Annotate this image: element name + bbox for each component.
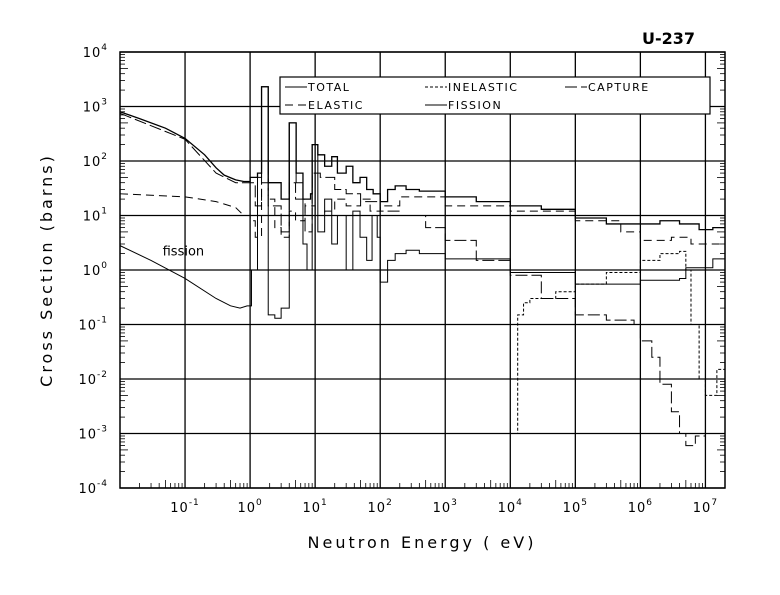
x-tick-label: 103 <box>433 498 458 516</box>
legend-box <box>279 76 711 115</box>
grid <box>120 51 726 489</box>
y-axis-label: Cross Section (barns) <box>37 153 56 387</box>
legend-label-elastic: ELASTIC <box>308 99 364 112</box>
y-tick-label: 103 <box>83 98 108 116</box>
y-tick-label: 10-4 <box>78 479 108 497</box>
y-tick-label: 102 <box>83 152 108 170</box>
series-elastic <box>119 182 726 245</box>
legend-label-total: TOTAL <box>307 81 350 94</box>
x-tick-label: 102 <box>368 498 393 516</box>
legend-label-capture: CAPTURE <box>588 81 650 94</box>
y-tick-label: 104 <box>83 43 108 61</box>
legend-label-fission: FISSION <box>448 99 502 112</box>
x-tick-label: 10-1 <box>170 498 200 516</box>
y-tick-label: 100 <box>83 261 108 279</box>
x-tick-label: 100 <box>237 498 262 516</box>
x-tick-label: 104 <box>498 498 523 516</box>
tick-labels: 10-1 100 101 102 103 104 105 106 107 104 103 102 101… <box>78 43 718 516</box>
series-group <box>119 86 726 447</box>
chart-title: U-237 <box>642 29 695 48</box>
x-tick-label: 107 <box>693 498 718 516</box>
y-tick-label: 101 <box>83 207 108 225</box>
y-tick-label: 10-3 <box>78 425 108 443</box>
y-tick-label: 10-1 <box>78 316 108 334</box>
legend: TOTAL INELASTIC CAPTURE ELASTIC FISSION <box>279 76 711 115</box>
legend-label-inelastic: INELASTIC <box>448 81 518 94</box>
x-tick-label: 106 <box>628 498 653 516</box>
fission-annotation: fission <box>163 244 205 259</box>
plot-frame <box>119 51 726 489</box>
series-inelastic <box>515 250 726 434</box>
y-tick-label: 10-2 <box>78 370 108 388</box>
series-capture <box>119 112 725 447</box>
series-fission <box>119 86 726 319</box>
x-tick-label: 105 <box>563 498 588 516</box>
x-axis-label: Neutron Energy ( eV) <box>308 533 537 552</box>
x-tick-label: 101 <box>302 498 327 516</box>
